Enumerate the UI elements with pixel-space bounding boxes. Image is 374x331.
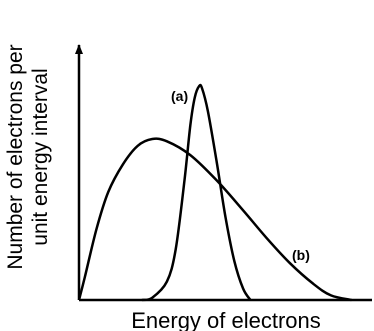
series-a-curve xyxy=(141,83,252,302)
y-axis-label: Number of electrons per unit energy inte… xyxy=(4,44,52,269)
x-axis-label: Energy of electrons xyxy=(131,308,321,331)
y-axis-label-line1: Number of electrons per xyxy=(4,44,27,269)
series-layer xyxy=(77,83,352,302)
series-label-b: (b) xyxy=(292,247,310,263)
series-label-a: (a) xyxy=(171,88,188,104)
series-b-curve xyxy=(77,137,352,302)
axes xyxy=(75,44,372,302)
y-axis-label-line2: unit energy interval xyxy=(29,68,52,245)
